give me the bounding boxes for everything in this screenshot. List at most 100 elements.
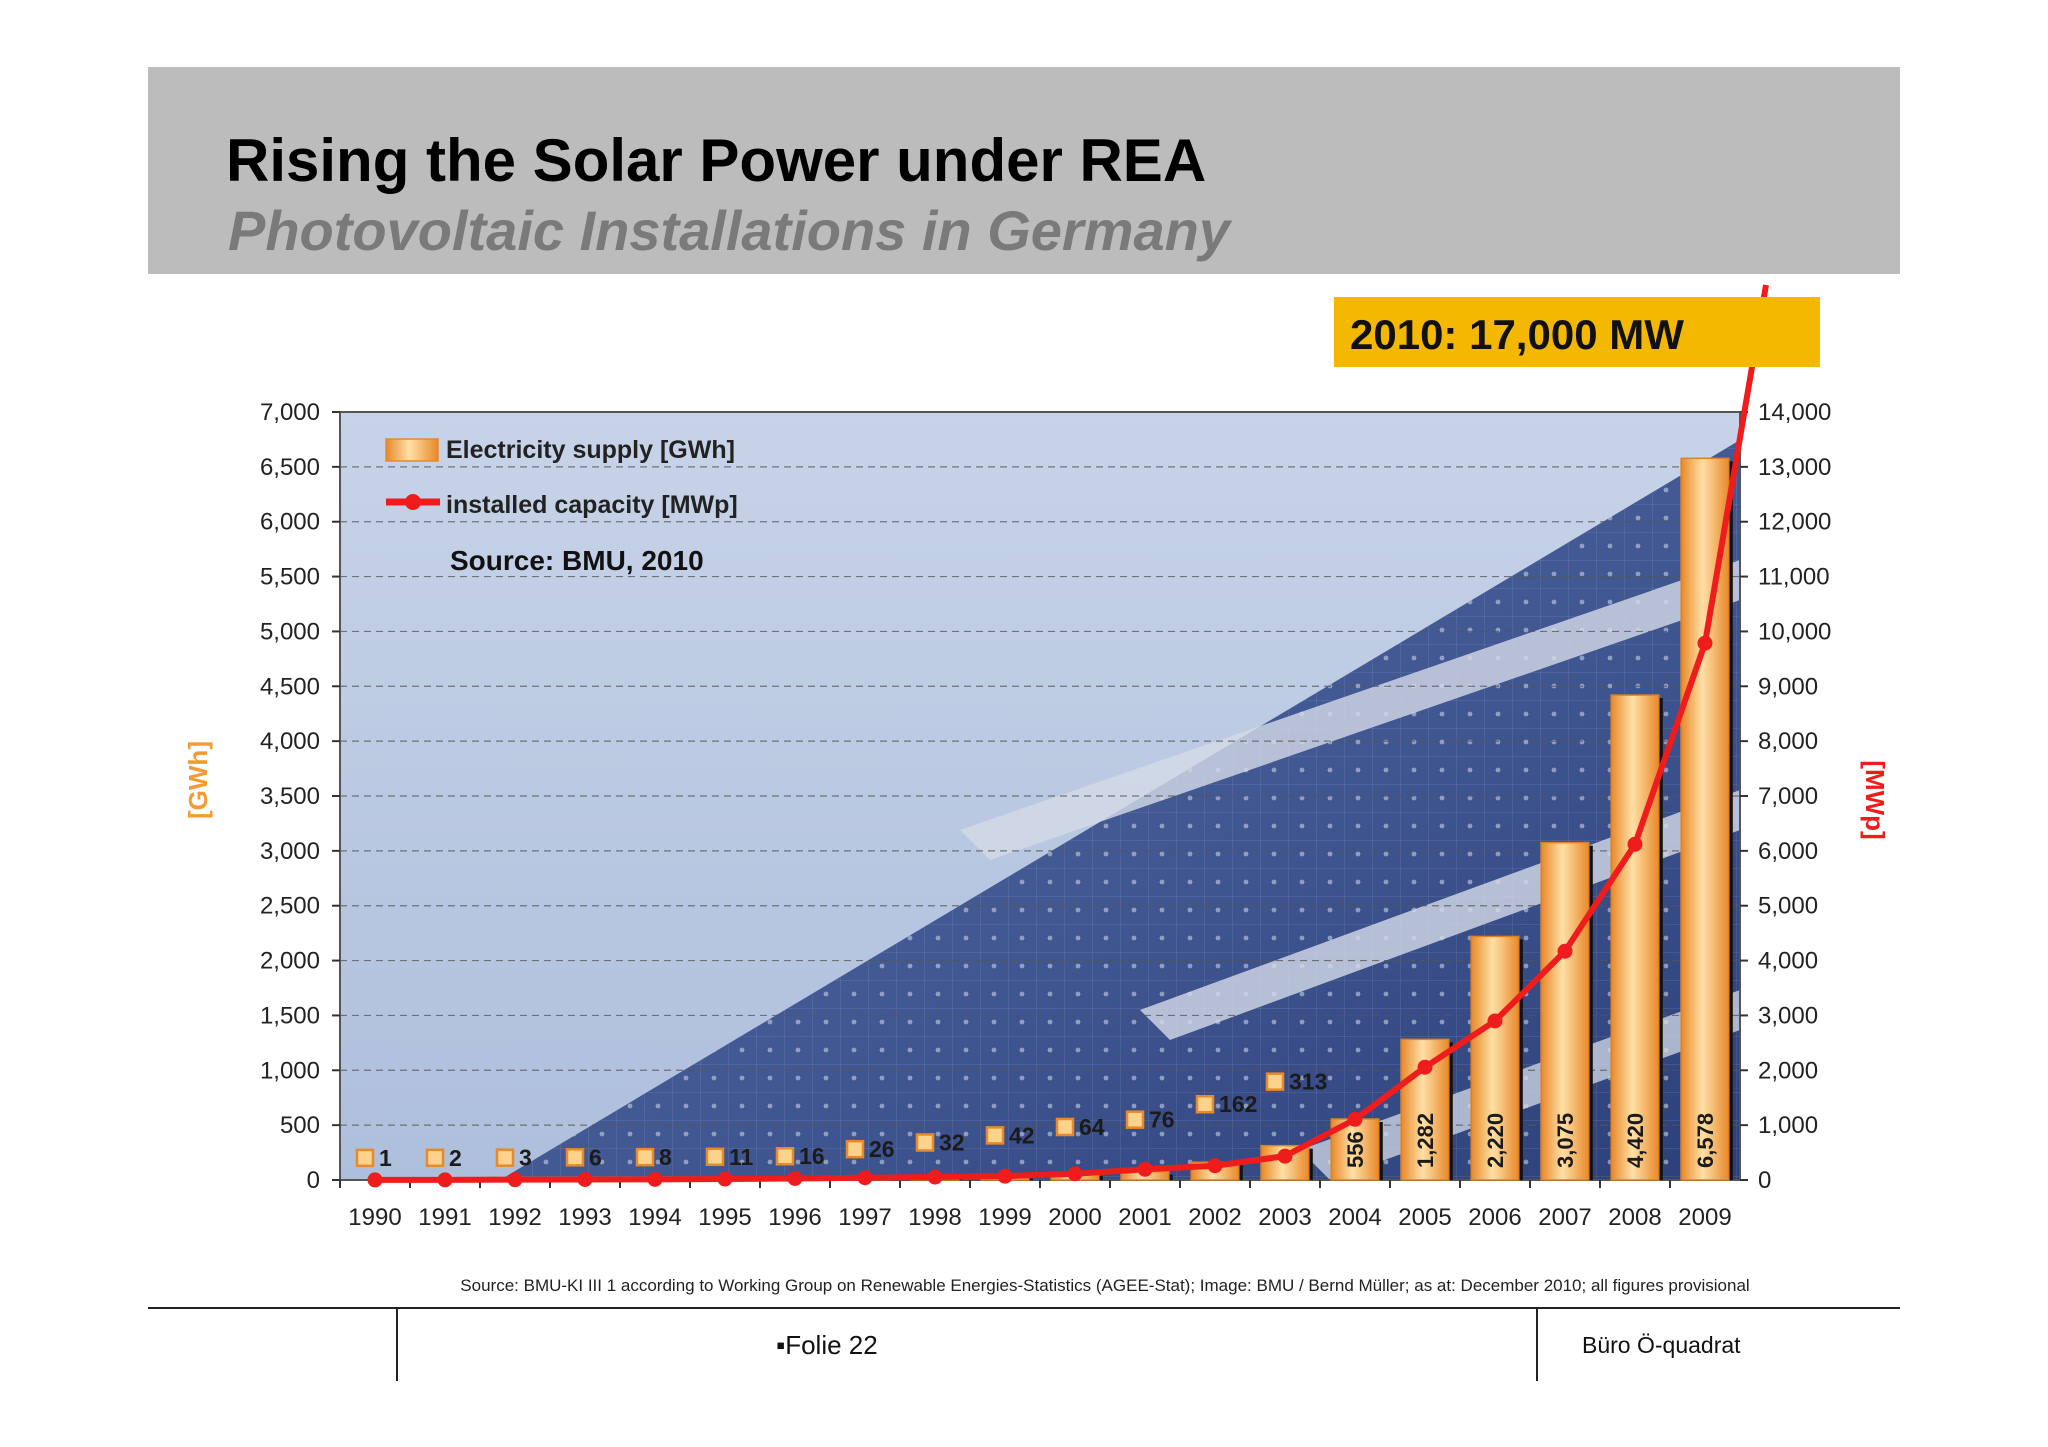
right-tick-label: 3,000 [1758,1002,1818,1029]
bar-value-marker [1125,1110,1145,1129]
callout-box [1334,297,1820,367]
capacity-point [437,1172,453,1188]
bar [1540,841,1590,1181]
right-tick-label: 12,000 [1758,509,1831,536]
bar-value-marker [425,1148,445,1168]
footer-author: Büro Ö-quadrat [1582,1332,1741,1358]
x-tick-label: 1999 [978,1204,1031,1231]
bar-value-label: 6,578 [1693,1113,1718,1168]
bar-value-label: 64 [1079,1114,1105,1140]
x-tick-label: 2004 [1328,1204,1381,1231]
legend-line-marker [405,494,421,510]
left-tick-label: 3,500 [260,783,320,810]
bar-value-label: 1 [379,1145,392,1171]
legend-bar-swatch [385,438,439,462]
footer-divider [148,1307,1900,1309]
x-tick-label: 1994 [628,1204,681,1231]
right-tick-label: 1,000 [1758,1112,1818,1139]
x-tick-label: 1996 [768,1204,821,1231]
source-note: Source: BMU-KI III 1 according to Workin… [460,1276,1749,1295]
bar-value-label: 1,282 [1413,1113,1438,1168]
right-tick-label: 13,000 [1758,454,1831,481]
right-tick-label: 4,000 [1758,948,1818,975]
bar-value-label: 8 [659,1144,672,1170]
bar-value-label: 6 [589,1144,602,1170]
x-tick-label: 2007 [1538,1204,1591,1231]
capacity-point [1277,1148,1293,1164]
capacity-point [927,1169,943,1185]
footer-separator-left [396,1309,398,1381]
gridlines [340,466,1740,1126]
right-tick-label: 0 [1758,1167,1771,1194]
right-tick-label: 2,000 [1758,1057,1818,1084]
left-tick-label: 2,500 [260,893,320,920]
bar [1680,457,1730,1181]
bar-value-label: 11 [729,1144,754,1170]
bar-value-marker [1055,1117,1075,1137]
right-tick-label: 11,000 [1758,564,1830,591]
right-tick-label: 9,000 [1758,673,1818,700]
legend-item-installed-capacity: installed capacity [MWp] [446,491,738,519]
left-tick-label: 1,000 [260,1057,320,1084]
bar-value-label: 162 [1219,1091,1257,1117]
bar-value-marker [1195,1094,1215,1114]
bar-value-label: 42 [1009,1122,1035,1148]
right-tick-label: 10,000 [1758,618,1831,645]
x-tick-label: 1993 [558,1204,611,1231]
bar-value-label: 76 [1149,1107,1175,1133]
bar-value-label: 313 [1289,1069,1327,1095]
capacity-point [1067,1166,1083,1182]
bar-value-label: 26 [869,1136,895,1162]
x-axis: 1990 1991 1992 1993 1994 1995 1996 1997 1998 1999… [339,1180,1732,1231]
right-tick-label: 6,000 [1758,838,1818,865]
right-axis-title: [MWp] [1860,760,1890,839]
bar-value-marker [985,1126,1005,1145]
left-tick-label: 3,000 [260,838,320,865]
left-tick-label: 2,000 [260,948,320,975]
bar-value-label: 556 [1343,1131,1368,1168]
bar-value-marker [635,1147,655,1167]
capacity-point [857,1170,873,1186]
slide-subtitle: Photovoltaic Installations in Germany [228,199,1230,262]
bar-value-label: 2 [449,1145,462,1171]
x-tick-label: 1997 [838,1204,891,1231]
bar-value-label: 3,075 [1553,1113,1578,1168]
capacity-point [1557,943,1573,959]
x-tick-label: 2002 [1188,1204,1241,1231]
left-tick-label: 4,000 [260,728,320,755]
x-tick-label: 2001 [1118,1204,1171,1231]
capacity-point [787,1170,803,1186]
bar [1470,935,1520,1181]
bar-labels: 1 2 3 6 8 11 16 26 32 42 64 76 162 313 556 1,282 2,220 3,… [355,1069,1718,1171]
bar-series [560,457,1733,1181]
left-tick-label: 500 [280,1112,320,1139]
bar-value-marker [355,1148,375,1168]
legend: Electricity supply [GWh] installed capac… [385,436,738,519]
bar-value-marker [915,1133,935,1152]
left-tick-label: 1,500 [260,1002,320,1029]
left-tick-label: 4,500 [260,673,320,700]
right-tick-label: 14,000 [1758,399,1831,426]
x-tick-label: 1991 [418,1204,471,1231]
x-tick-label: 2008 [1608,1204,1661,1231]
x-tick-label: 2005 [1398,1204,1451,1231]
x-tick-label: 2009 [1678,1204,1731,1231]
bar-value-label: 4,420 [1623,1113,1648,1168]
capacity-point [577,1172,593,1188]
capacity-point [1487,1013,1503,1029]
x-tick-label: 2000 [1048,1204,1101,1231]
right-tick-label: 8,000 [1758,728,1818,755]
bar-value-label: 2,220 [1483,1113,1508,1168]
bar-value-marker [705,1147,725,1167]
capacity-point [717,1171,733,1187]
capacity-point [647,1171,663,1187]
x-tick-label: 1990 [348,1204,401,1231]
slide-number: ▪Folie 22 [776,1330,878,1360]
left-axis-title: [GWh] [183,741,213,819]
capacity-point [1697,635,1713,651]
bar-value-label: 16 [799,1143,825,1169]
legend-item-electricity-supply: Electricity supply [GWh] [446,436,735,464]
source-annotation: Source: BMU, 2010 [450,545,704,576]
bar-value-marker [845,1139,865,1159]
